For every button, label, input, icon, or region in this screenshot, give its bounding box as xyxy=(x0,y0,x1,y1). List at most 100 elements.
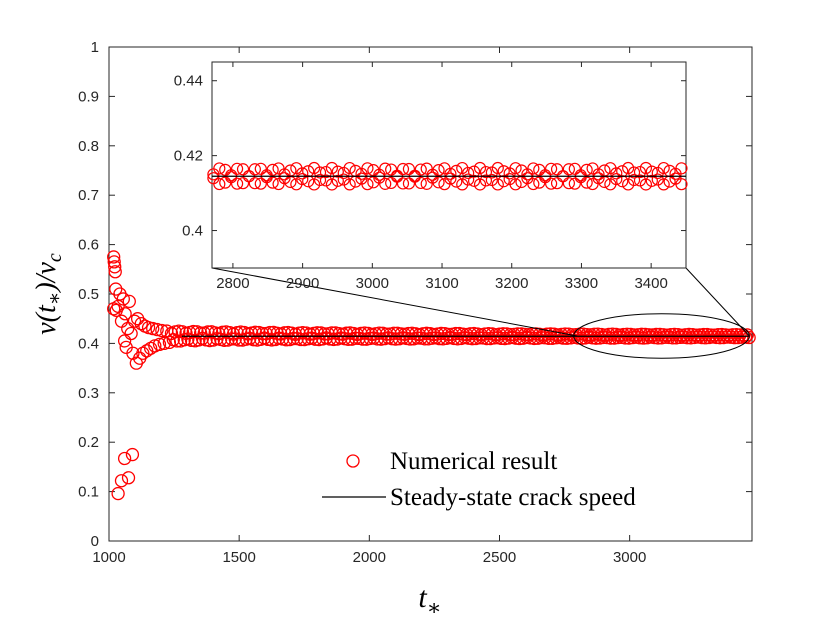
main-y-tick-label: 0.6 xyxy=(78,237,99,254)
inset-x-tick-label: 2900 xyxy=(286,275,319,292)
inset-data-point xyxy=(545,177,558,190)
inset-data-point xyxy=(296,173,309,186)
inset-data-point xyxy=(379,177,392,190)
main-axis-ticks xyxy=(108,46,752,542)
inset-data-point xyxy=(550,163,564,176)
data-point xyxy=(742,330,756,345)
inset-data-point xyxy=(444,172,457,185)
data-point xyxy=(157,336,171,351)
inset-data-point xyxy=(509,162,522,175)
inset-x-tick-label: 3000 xyxy=(356,275,389,292)
data-point xyxy=(108,265,122,279)
main-y-tick-label: 0.7 xyxy=(78,187,99,204)
inset-data-point xyxy=(343,178,356,191)
inset-data-point xyxy=(580,176,593,189)
data-point xyxy=(122,294,136,309)
legend-label-steady: Steady-state crack speed xyxy=(390,484,636,511)
inset-x-tick-label: 3200 xyxy=(495,275,528,292)
data-point xyxy=(107,255,121,269)
main-x-tick-label: 3000 xyxy=(613,549,646,566)
inset-data-point xyxy=(592,168,605,181)
main-x-tick-label: 1000 xyxy=(92,549,125,566)
main-y-tick-label: 0.4 xyxy=(78,335,99,352)
inset-data-point xyxy=(230,162,244,175)
inset-data-point xyxy=(236,163,250,176)
inset-data-point xyxy=(325,161,338,175)
inset-data-point xyxy=(379,162,392,175)
inset-data-point xyxy=(319,165,333,179)
data-point xyxy=(107,250,121,264)
inset-data-point xyxy=(645,174,658,187)
main-y-tick-label: 0.1 xyxy=(78,484,99,501)
inset-data-point xyxy=(278,168,291,181)
data-point xyxy=(117,451,132,466)
data-point xyxy=(146,321,160,336)
main-x-tick-label: 1500 xyxy=(222,549,255,566)
inset-data-point xyxy=(236,177,250,190)
inset-data-point xyxy=(675,178,688,191)
data-point xyxy=(114,474,129,488)
data-point xyxy=(140,344,154,358)
inset-data-point xyxy=(675,162,688,175)
inset-data-point xyxy=(313,166,327,179)
inset-data-point xyxy=(527,162,540,175)
main-x-tick-label: 2500 xyxy=(483,549,516,566)
inset-x-tick-label: 3400 xyxy=(634,275,667,292)
inset-data-point xyxy=(527,177,540,191)
inset-data-point xyxy=(325,178,338,191)
data-point xyxy=(121,471,136,485)
inset-connector-right xyxy=(685,267,750,337)
inset-data-point xyxy=(610,173,623,186)
inset-data-point xyxy=(562,163,575,176)
inset-data-point xyxy=(248,163,261,176)
inset-data-point xyxy=(633,165,647,179)
legend-label-numerical: Numerical result xyxy=(390,448,557,475)
inset-data-point xyxy=(627,166,641,179)
inset-data-point xyxy=(396,177,410,190)
main-x-tick-label: 2000 xyxy=(353,549,386,566)
inset-data-point xyxy=(657,161,670,175)
main-y-tick-label: 1 xyxy=(91,39,99,56)
inset-data-point xyxy=(296,167,309,180)
inset-data-point xyxy=(361,162,374,175)
data-point xyxy=(108,260,122,274)
inset-data-point xyxy=(491,178,504,191)
inset-y-tick-labels: 0.4 0.42 0.44 xyxy=(174,73,203,240)
inset-data-point xyxy=(657,178,670,191)
inset-data-point xyxy=(248,177,261,190)
main-y-tick-labels: 0 0.1 0.2 0.3 0.4 0.5 0.6 0.7 0.8 0.9 1 xyxy=(78,39,99,550)
inset-data-point xyxy=(491,161,504,175)
main-plot: 1000 1500 2000 2500 3000 0 0.1 0.2 0.3 0.4 0.5 0.6… xyxy=(78,39,756,566)
main-y-tick-label: 0.3 xyxy=(78,385,99,402)
inset-axis-ticks xyxy=(212,62,686,268)
inset-x-tick-labels: 2800 2900 3000 3100 3200 3300 3400 xyxy=(216,275,668,292)
inset-data-point xyxy=(343,161,356,175)
data-point xyxy=(134,316,148,331)
main-y-tick-label: 0.8 xyxy=(78,138,99,155)
inset-data-point xyxy=(331,165,344,178)
inset-data-point xyxy=(331,174,344,187)
inset-data-point xyxy=(550,177,564,190)
inset-data-point xyxy=(633,174,647,187)
inset-data-point xyxy=(479,174,493,187)
inset-data-point xyxy=(444,167,457,180)
inset-x-tick-label: 3100 xyxy=(425,275,458,292)
inset-data-point xyxy=(639,178,653,191)
inset-data-point xyxy=(592,172,605,185)
inset-data-point xyxy=(313,173,327,187)
data-point xyxy=(118,307,132,321)
data-point xyxy=(150,322,164,337)
inset-data-point xyxy=(213,162,226,175)
inset-data-point xyxy=(473,178,487,191)
inset-data-point xyxy=(509,178,522,191)
inset-y-tick-label: 0.44 xyxy=(174,73,203,90)
data-point xyxy=(155,323,169,338)
inset-data-point xyxy=(627,173,641,187)
inset-x-tick-label: 2800 xyxy=(216,275,249,292)
inset-data-point xyxy=(562,177,575,190)
data-point xyxy=(116,292,130,306)
inset-data-point xyxy=(213,177,226,191)
legend-marker-numerical xyxy=(346,454,360,468)
data-point xyxy=(126,346,140,360)
